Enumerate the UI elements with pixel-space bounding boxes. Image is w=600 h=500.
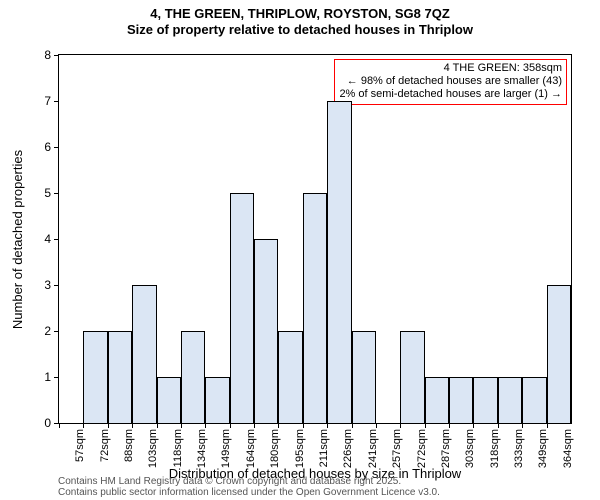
histogram-bar	[132, 285, 156, 423]
histogram-bar	[400, 331, 424, 423]
x-tick-label: 287sqm	[440, 429, 452, 468]
histogram-bar	[547, 285, 571, 423]
histogram-bar	[449, 377, 473, 423]
x-tick-label: 364sqm	[562, 429, 574, 468]
x-tick-label: 318sqm	[489, 429, 501, 468]
footer-line2: Contains public sector information licen…	[58, 487, 440, 498]
x-tick-mark	[157, 423, 158, 428]
x-tick-mark	[327, 423, 328, 428]
x-tick-label: 103sqm	[147, 429, 159, 468]
x-tick-mark	[522, 423, 523, 428]
x-tick-label: 211sqm	[318, 429, 330, 467]
histogram-bar	[303, 193, 327, 423]
x-tick-mark	[352, 423, 353, 428]
histogram-bar	[83, 331, 107, 423]
x-tick-mark	[278, 423, 279, 428]
y-tick-label: 5	[44, 186, 59, 200]
x-tick-mark	[230, 423, 231, 428]
x-tick-label: 241sqm	[367, 429, 379, 468]
plot-box: 4 THE GREEN: 358sqm ← 98% of detached ho…	[58, 54, 572, 424]
y-tick-label: 0	[44, 416, 59, 430]
x-tick-label: 226sqm	[342, 429, 354, 468]
histogram-bar	[230, 193, 254, 423]
x-tick-mark	[181, 423, 182, 428]
x-tick-mark	[108, 423, 109, 428]
chart-title: 4, THE GREEN, THRIPLOW, ROYSTON, SG8 7QZ…	[0, 0, 600, 39]
x-tick-mark	[254, 423, 255, 428]
x-tick-mark	[498, 423, 499, 428]
x-tick-mark	[83, 423, 84, 428]
x-tick-mark	[376, 423, 377, 428]
x-tick-label: 349sqm	[537, 429, 549, 468]
x-tick-label: 57sqm	[74, 429, 86, 462]
annotation-line1: 4 THE GREEN: 358sqm	[339, 62, 562, 75]
x-tick-label: 303sqm	[464, 429, 476, 468]
x-tick-label: 272sqm	[416, 429, 428, 468]
histogram-bar	[181, 331, 205, 423]
histogram-bar	[205, 377, 229, 423]
y-tick-label: 3	[44, 278, 59, 292]
histogram-bar	[425, 377, 449, 423]
x-tick-mark	[473, 423, 474, 428]
y-tick-label: 4	[44, 232, 59, 246]
x-tick-mark	[425, 423, 426, 428]
histogram-bar	[278, 331, 302, 423]
annotation-line2: ← 98% of detached houses are smaller (43…	[339, 75, 562, 88]
histogram-bar	[498, 377, 522, 423]
annotation-line3: 2% of semi-detached houses are larger (1…	[339, 88, 562, 101]
y-tick-label: 1	[44, 370, 59, 384]
x-tick-label: 118sqm	[172, 429, 184, 467]
histogram-bar	[352, 331, 376, 423]
y-tick-label: 6	[44, 140, 59, 154]
histogram-bar	[157, 377, 181, 423]
x-tick-mark	[132, 423, 133, 428]
annotation-box: 4 THE GREEN: 358sqm ← 98% of detached ho…	[334, 59, 567, 105]
x-tick-mark	[205, 423, 206, 428]
title-line2: Size of property relative to detached ho…	[0, 22, 600, 38]
x-tick-mark	[59, 423, 60, 428]
x-tick-mark	[449, 423, 450, 428]
y-axis-label: Number of detached properties	[10, 54, 26, 424]
y-tick-label: 8	[44, 48, 59, 62]
histogram-bar	[522, 377, 546, 423]
x-tick-label: 134sqm	[196, 429, 208, 468]
x-tick-mark	[400, 423, 401, 428]
x-tick-label: 257sqm	[391, 429, 403, 468]
x-tick-label: 180sqm	[269, 429, 281, 468]
x-tick-label: 195sqm	[294, 429, 306, 468]
x-tick-mark	[547, 423, 548, 428]
x-tick-label: 88sqm	[123, 429, 135, 462]
y-tick-label: 7	[44, 94, 59, 108]
histogram-bar	[254, 239, 278, 423]
footer-attribution: Contains HM Land Registry data © Crown c…	[58, 476, 440, 498]
title-line1: 4, THE GREEN, THRIPLOW, ROYSTON, SG8 7QZ	[0, 6, 600, 22]
histogram-bar	[108, 331, 132, 423]
x-tick-label: 149sqm	[220, 429, 232, 468]
histogram-bar	[327, 101, 351, 423]
footer-line1: Contains HM Land Registry data © Crown c…	[58, 476, 440, 487]
histogram-bar	[473, 377, 497, 423]
x-tick-mark	[303, 423, 304, 428]
x-tick-label: 333sqm	[513, 429, 525, 468]
x-tick-label: 164sqm	[245, 429, 257, 468]
x-tick-label: 72sqm	[99, 429, 111, 462]
plot-area: 4 THE GREEN: 358sqm ← 98% of detached ho…	[58, 54, 572, 424]
y-tick-label: 2	[44, 324, 59, 338]
